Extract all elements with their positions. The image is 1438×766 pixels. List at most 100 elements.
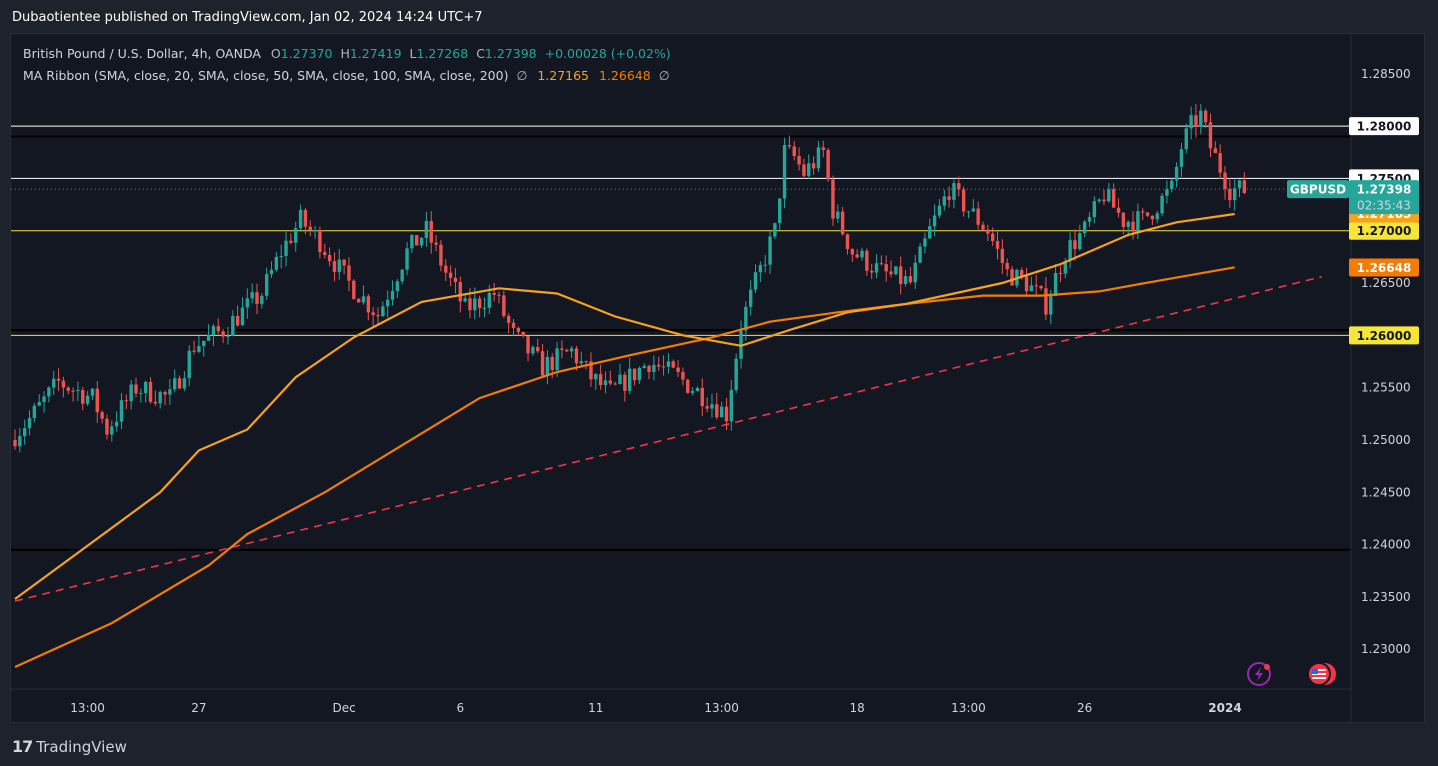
- candle-body: [1087, 217, 1092, 222]
- candle-body: [734, 358, 738, 390]
- candle-body: [85, 395, 90, 404]
- candle-body: [623, 374, 627, 391]
- calendar-flag-icon[interactable]: [1307, 662, 1336, 686]
- candle-body: [1242, 180, 1247, 194]
- candle-body: [415, 235, 419, 246]
- candle-body: [1199, 110, 1203, 127]
- candle-body: [1213, 148, 1218, 154]
- candle-body: [182, 378, 187, 389]
- open-label: O: [270, 46, 281, 61]
- candle-body: [686, 379, 690, 393]
- indicator-title[interactable]: MA Ribbon (SMA, close, 20, SMA, close, 5…: [23, 68, 509, 83]
- candle-body: [579, 361, 583, 364]
- candle-body: [129, 384, 133, 402]
- candle-body: [163, 392, 167, 395]
- candle-body: [1063, 261, 1067, 274]
- candle-body: [657, 364, 661, 367]
- candle-body: [381, 306, 385, 317]
- lightning-icon[interactable]: [1247, 662, 1271, 686]
- candle-body: [134, 384, 138, 394]
- price-tick-label: 1.23500: [1361, 590, 1411, 604]
- candle-body: [976, 208, 980, 225]
- candle-body: [661, 366, 666, 368]
- candle-body: [468, 298, 472, 311]
- candle-body: [536, 347, 540, 352]
- candle-body: [652, 364, 656, 372]
- candle-body: [376, 315, 380, 317]
- candle-body: [1136, 211, 1140, 232]
- candle-body: [874, 263, 879, 273]
- candle-body: [608, 380, 613, 384]
- candle-body: [531, 347, 535, 354]
- candle-body: [1126, 221, 1130, 227]
- candle-body: [235, 316, 240, 326]
- high-label: H: [340, 46, 350, 61]
- candle-body: [143, 381, 148, 394]
- symbol-tag-bg: [1287, 180, 1349, 199]
- chart-pane[interactable]: 1.23000 1.23500 1.24000 1.24500 1.25000 1.255…: [10, 33, 1425, 723]
- candle-body: [603, 380, 608, 386]
- candle-body: [908, 276, 913, 283]
- indicator-value-1: 1.27165: [537, 68, 590, 83]
- candle-body: [448, 272, 453, 278]
- candle-body: [148, 381, 153, 402]
- trendline: [14, 275, 1322, 602]
- candle-body: [250, 292, 254, 299]
- candle-body: [42, 396, 46, 403]
- candle-body: [255, 292, 259, 304]
- candle-body: [1232, 188, 1237, 201]
- candle-body: [313, 230, 317, 232]
- candle-body: [385, 299, 390, 307]
- candle-body: [516, 327, 521, 332]
- candle-body: [836, 211, 840, 219]
- candle-body: [1005, 262, 1009, 270]
- candle-body: [1068, 240, 1072, 262]
- candle-body: [1044, 288, 1048, 315]
- candle-body: [52, 378, 56, 388]
- low-label: L: [409, 46, 417, 61]
- candle-body: [966, 211, 971, 213]
- candle-body: [1020, 269, 1024, 277]
- tradingview-brand[interactable]: 17 TradingView: [12, 737, 127, 756]
- candle-body: [1024, 276, 1029, 292]
- level-tag-bg: [1349, 326, 1419, 345]
- candle-body: [318, 230, 322, 253]
- candle-body: [1121, 212, 1126, 227]
- candle-body: [840, 211, 845, 235]
- candle-body: [458, 282, 462, 302]
- candle-body: [192, 350, 196, 352]
- indicator-row: MA Ribbon (SMA, close, 20, SMA, close, 5…: [23, 65, 671, 87]
- price-chart[interactable]: 1.23000 1.23500 1.24000 1.24500 1.25000 1.255…: [11, 34, 1424, 722]
- last-price-value: 1.27398: [1357, 183, 1412, 197]
- candle-body: [1092, 201, 1097, 218]
- publisher-header: Dubaotientee published on TradingView.co…: [12, 10, 483, 25]
- candle-body: [1237, 180, 1242, 189]
- candle-body: [1174, 166, 1179, 181]
- candle-body: [521, 331, 525, 337]
- time-tick-label: 27: [191, 701, 206, 715]
- candle-body: [303, 209, 308, 227]
- candle-body: [928, 226, 932, 239]
- price-tags: 1.280001.275001.270001.260001.271651.266…: [1287, 117, 1419, 345]
- candle-body: [981, 224, 985, 230]
- candle-body: [802, 164, 806, 176]
- candle-body: [1208, 122, 1213, 149]
- candle-body: [1082, 221, 1087, 234]
- level-tag: 1.28000: [1357, 120, 1412, 134]
- symbol-title[interactable]: British Pound / U.S. Dollar, 4h, OANDA: [23, 46, 261, 61]
- candle-body: [1165, 189, 1169, 196]
- time-tick-label: 13:00: [951, 701, 986, 715]
- candle-body: [845, 234, 850, 250]
- candle-body: [1039, 286, 1043, 289]
- time-tick-label: 13:00: [704, 701, 739, 715]
- time-tick-label: 26: [1077, 701, 1092, 715]
- candle-body: [390, 291, 395, 300]
- candle-body: [453, 277, 458, 283]
- candle-body: [724, 406, 729, 422]
- candle-body: [226, 335, 230, 337]
- candle-body: [569, 348, 574, 352]
- candle-body: [1010, 269, 1014, 286]
- candle-body: [492, 292, 496, 295]
- time-tick-label: 6: [456, 701, 464, 715]
- candle-body: [1223, 172, 1227, 190]
